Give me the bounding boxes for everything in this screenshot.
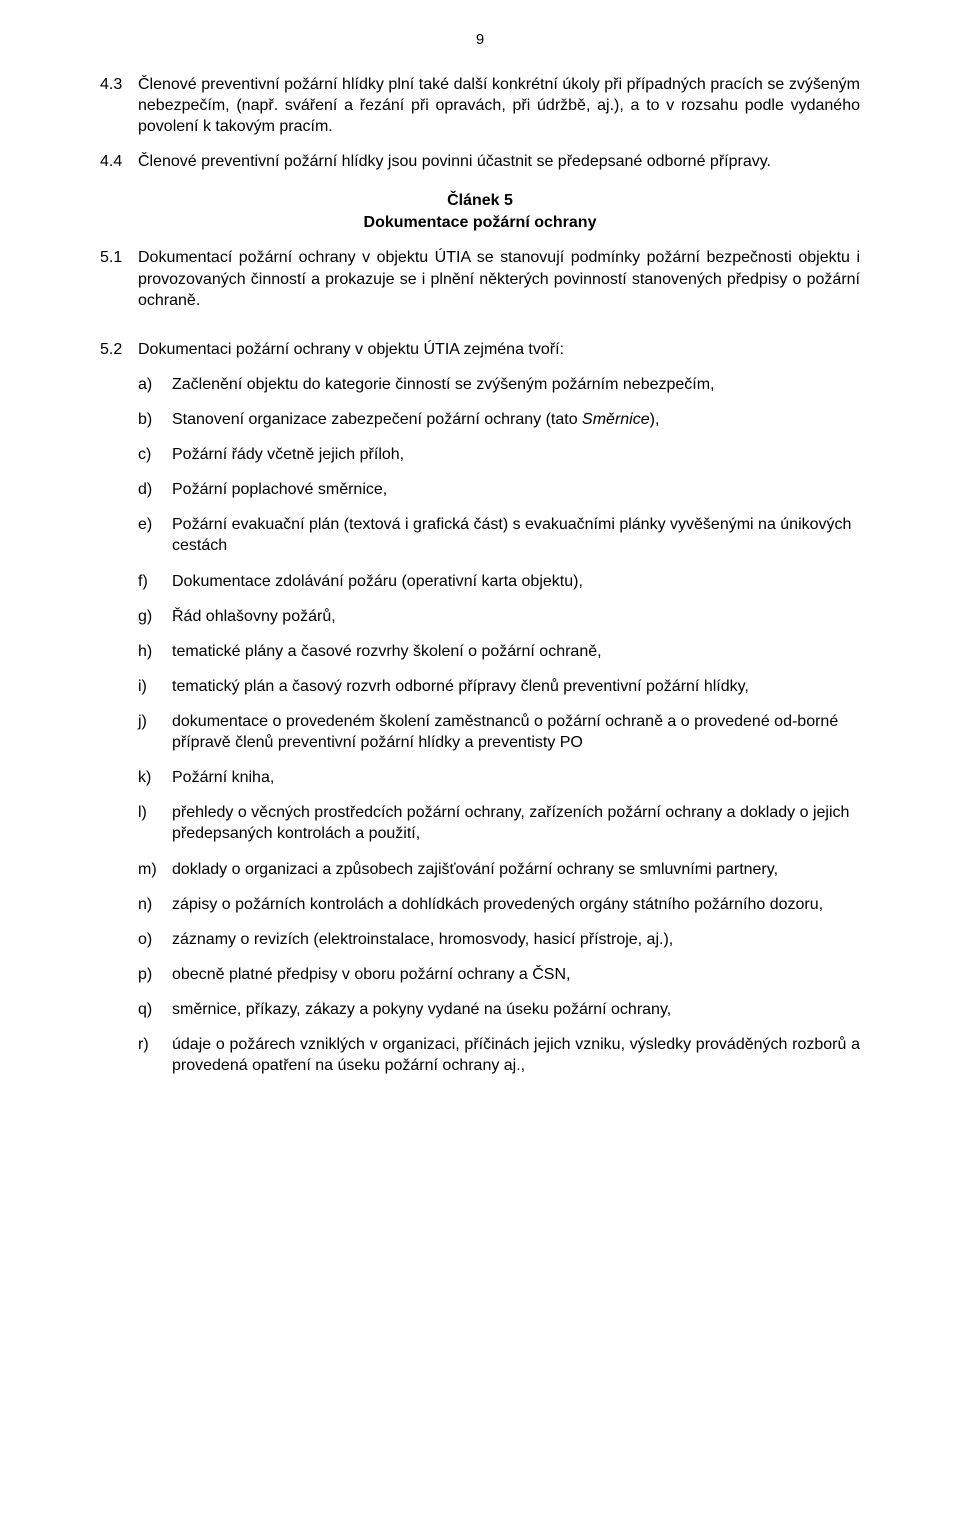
list-item: q) směrnice, příkazy, zákazy a pokyny vy… <box>138 999 860 1020</box>
paragraph-number: 5.2 <box>100 339 138 360</box>
list-item-letter: l) <box>138 802 172 844</box>
list-item: h) tematické plány a časové rozvrhy škol… <box>138 641 860 662</box>
list-item: n) zápisy o požárních kontrolách a dohlí… <box>138 894 860 915</box>
article-heading-line: Článek 5 <box>100 190 860 212</box>
list-item: k) Požární kniha, <box>138 767 860 788</box>
list-item-text: doklady o organizaci a způsobech zajišťo… <box>172 859 860 880</box>
list-item: o) záznamy o revizích (elektroinstalace,… <box>138 929 860 950</box>
list-item: e) Požární evakuační plán (textová i gra… <box>138 514 860 556</box>
list-item-text: Řád ohlašovny požárů, <box>172 606 860 627</box>
article-heading: Článek 5 Dokumentace požární ochrany <box>100 190 860 233</box>
list-item-text: údaje o požárech vzniklých v organizaci,… <box>172 1034 860 1076</box>
list-item-text: Požární řády včetně jejich příloh, <box>172 444 860 465</box>
list-item-text: Dokumentace zdolávání požáru (operativní… <box>172 571 860 592</box>
list-item: b) Stanovení organizace zabezpečení požá… <box>138 409 860 430</box>
paragraph-number: 4.3 <box>100 74 138 137</box>
list-item: f) Dokumentace zdolávání požáru (operati… <box>138 571 860 592</box>
list-item-letter: n) <box>138 894 172 915</box>
list-item-text: Začlenění objektu do kategorie činností … <box>172 374 860 395</box>
list-item-letter: d) <box>138 479 172 500</box>
list-item-text: Požární poplachové směrnice, <box>172 479 860 500</box>
list-item-text: přehledy o věcných prostředcích požární … <box>172 802 860 844</box>
list-item-text: směrnice, příkazy, zákazy a pokyny vydan… <box>172 999 860 1020</box>
list-item-letter: a) <box>138 374 172 395</box>
paragraph-5-2: 5.2 Dokumentaci požární ochrany v objekt… <box>100 339 860 360</box>
paragraph-number: 5.1 <box>100 247 138 310</box>
document-page: 9 4.3 Členové preventivní požární hlídky… <box>0 0 960 1535</box>
list-item-text: tematické plány a časové rozvrhy školení… <box>172 641 860 662</box>
list-item-letter: k) <box>138 767 172 788</box>
list-item: c) Požární řády včetně jejich příloh, <box>138 444 860 465</box>
list-item-text: dokumentace o provedeném školení zaměstn… <box>172 711 860 753</box>
paragraph-4-3: 4.3 Členové preventivní požární hlídky p… <box>100 74 860 137</box>
list-item-letter: r) <box>138 1034 172 1076</box>
list-item: i) tematický plán a časový rozvrh odborn… <box>138 676 860 697</box>
list-item-text: Stanovení organizace zabezpečení požární… <box>172 409 860 430</box>
list-item-text: obecně platné předpisy v oboru požární o… <box>172 964 860 985</box>
paragraph-body: Členové preventivní požární hlídky jsou … <box>138 151 860 172</box>
list-item-letter: j) <box>138 711 172 753</box>
list-item: d) Požární poplachové směrnice, <box>138 479 860 500</box>
list-item-letter: p) <box>138 964 172 985</box>
list-item-letter: g) <box>138 606 172 627</box>
list-item: l) přehledy o věcných prostředcích požár… <box>138 802 860 844</box>
list-item-letter: b) <box>138 409 172 430</box>
list-item-text: zápisy o požárních kontrolách a dohlídká… <box>172 894 860 915</box>
list-item-text: záznamy o revizích (elektroinstalace, hr… <box>172 929 860 950</box>
list-item-text: Požární evakuační plán (textová i grafic… <box>172 514 860 556</box>
spacer <box>100 325 860 339</box>
list-item: r) údaje o požárech vzniklých v organiza… <box>138 1034 860 1076</box>
list-item-letter: e) <box>138 514 172 556</box>
list-item-letter: h) <box>138 641 172 662</box>
list-item: j) dokumentace o provedeném školení zamě… <box>138 711 860 753</box>
list-item-text: tematický plán a časový rozvrh odborné p… <box>172 676 860 697</box>
list-item-letter: f) <box>138 571 172 592</box>
list-item-letter: q) <box>138 999 172 1020</box>
list-item: g) Řád ohlašovny požárů, <box>138 606 860 627</box>
paragraph-5-1: 5.1 Dokumentací požární ochrany v objekt… <box>100 247 860 310</box>
list-item-letter: m) <box>138 859 172 880</box>
paragraph-4-4: 4.4 Členové preventivní požární hlídky j… <box>100 151 860 172</box>
list-item-text-post: ), <box>650 411 660 428</box>
list-item-letter: c) <box>138 444 172 465</box>
list-item-text: Požární kniha, <box>172 767 860 788</box>
list-item: m) doklady o organizaci a způsobech zaji… <box>138 859 860 880</box>
list-item: a) Začlenění objektu do kategorie činnos… <box>138 374 860 395</box>
paragraph-body: Členové preventivní požární hlídky plní … <box>138 74 860 137</box>
list-item-text-pre: Stanovení organizace zabezpečení požární… <box>172 411 582 428</box>
page-number: 9 <box>100 30 860 50</box>
ordered-list: a) Začlenění objektu do kategorie činnos… <box>138 374 860 1076</box>
list-item: p) obecně platné předpisy v oboru požárn… <box>138 964 860 985</box>
paragraph-body: Dokumentaci požární ochrany v objektu ÚT… <box>138 339 860 360</box>
paragraph-number: 4.4 <box>100 151 138 172</box>
list-item-text-italic: Směrnice <box>582 411 650 428</box>
list-item-letter: o) <box>138 929 172 950</box>
article-heading-line: Dokumentace požární ochrany <box>100 212 860 234</box>
paragraph-body: Dokumentací požární ochrany v objektu ÚT… <box>138 247 860 310</box>
list-item-letter: i) <box>138 676 172 697</box>
